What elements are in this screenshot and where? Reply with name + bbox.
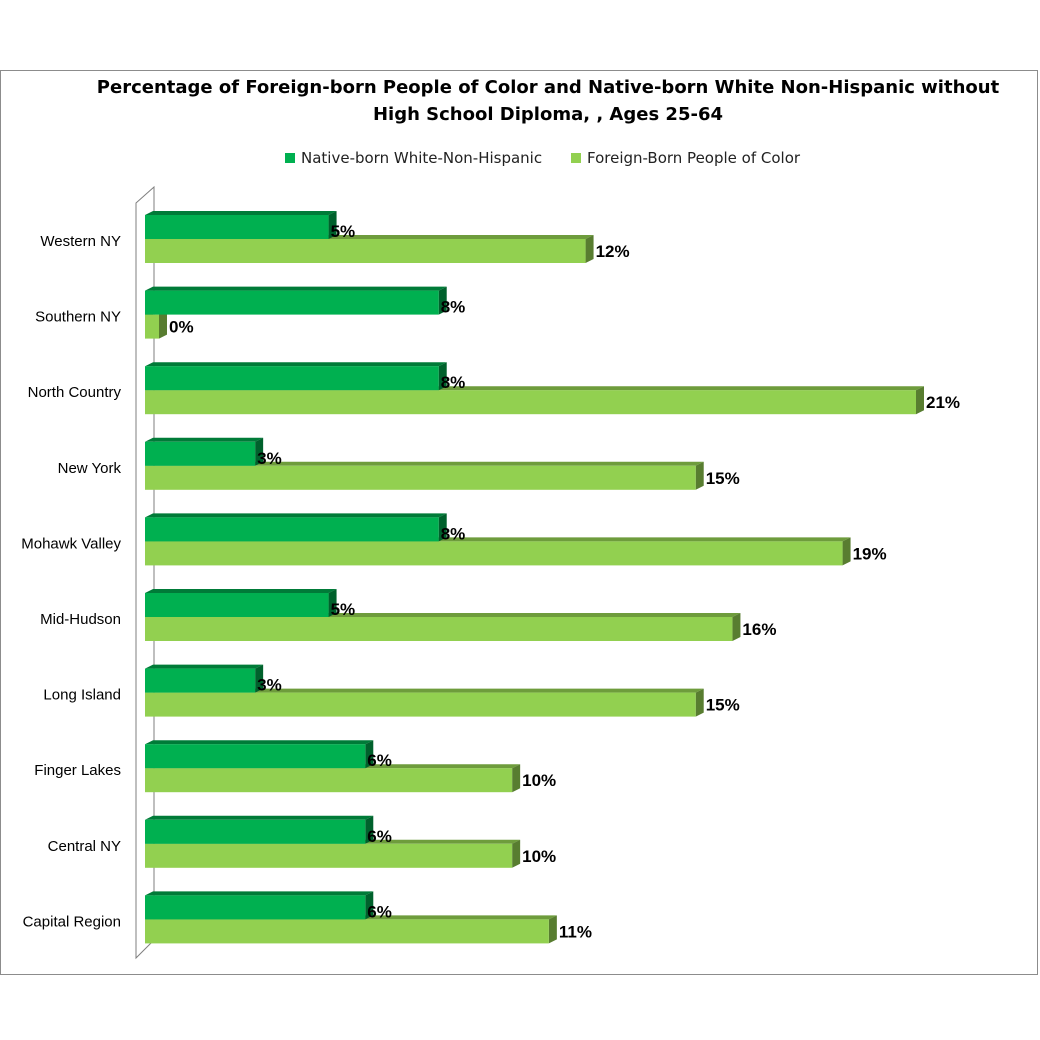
data-label-native-born: 3% [257, 676, 282, 695]
data-label-foreign-born: 10% [522, 847, 556, 866]
bar-native-born-side [255, 664, 264, 693]
bar-foreign-born [145, 768, 513, 793]
data-label-foreign-born: 19% [853, 544, 887, 563]
bar-foreign-born [145, 541, 843, 566]
data-label-native-born: 3% [257, 449, 282, 468]
legend-item-native-born: Native-born White-Non-Hispanic [285, 149, 542, 167]
chart-title-line-1: Percentage of Foreign-born People of Col… [96, 77, 1000, 98]
data-label-native-born: 8% [441, 373, 466, 392]
bar-native-born-side [438, 286, 447, 315]
legend-swatch-native-born [285, 153, 295, 163]
bar-native-born-top [145, 815, 374, 820]
bar-foreign-born [145, 843, 513, 868]
bar-native-born-top [145, 437, 264, 442]
bar-native-born-side [365, 891, 374, 920]
category-label: North Country [28, 384, 122, 401]
category-label: Mohawk Valley [21, 535, 121, 552]
legend-item-foreign-born: Foreign-Born People of Color [571, 149, 800, 167]
bar-native-born [145, 290, 439, 315]
data-label-native-born: 6% [367, 902, 392, 921]
bar-foreign-born [145, 692, 696, 717]
bar-native-born-top [145, 740, 374, 745]
bar-native-born-top [145, 589, 337, 593]
data-label-foreign-born: 11% [559, 922, 592, 941]
bar-foreign-born [145, 465, 696, 490]
bar-foreign-born-side [585, 235, 594, 263]
bar-native-born [145, 668, 256, 693]
bar-native-born-top [145, 211, 337, 215]
data-label-native-born: 8% [441, 298, 466, 317]
bar-foreign-born [145, 617, 733, 641]
bar-foreign-born-top [145, 461, 704, 466]
category-label: Finger Lakes [34, 762, 121, 779]
bar-foreign-born-zero [145, 314, 159, 339]
bar-native-born-top [145, 891, 374, 896]
bar-foreign-born-side [512, 764, 521, 793]
bar-foreign-born-side [695, 461, 704, 490]
bar-native-born-top [145, 664, 264, 669]
bar-foreign-born-side [842, 537, 851, 566]
legend-label-foreign-born: Foreign-Born People of Color [587, 149, 801, 167]
bar-native-born-top [145, 286, 447, 291]
legend-swatch-foreign-born [571, 153, 581, 163]
bar-native-born-side [365, 740, 374, 769]
bar-foreign-born [145, 390, 916, 415]
bar-native-born-side [365, 815, 374, 844]
bar-native-born [145, 517, 439, 542]
data-label-native-born: 8% [441, 524, 466, 543]
bar-native-born-top [145, 513, 447, 518]
category-label: Long Island [43, 687, 121, 704]
category-label: New York [58, 460, 122, 477]
category-label: Central NY [48, 838, 121, 855]
chart-title-line-2: High School Diploma, , Ages 25-64 [372, 104, 724, 125]
bar-foreign-born-side [695, 688, 704, 717]
legend: Native-born White-Non-Hispanic Foreign-B… [0, 149, 1040, 171]
data-label-foreign-born: 16% [742, 620, 776, 639]
bar-native-born-top [145, 362, 447, 367]
bar-native-born-side [438, 362, 447, 391]
bar-native-born-side [328, 589, 337, 617]
data-label-foreign-born: 21% [926, 393, 960, 412]
data-label-foreign-born: 12% [596, 242, 630, 261]
bar-native-born [145, 366, 439, 391]
category-label: Southern NY [35, 309, 121, 326]
bar-native-born-side [328, 211, 337, 239]
bar-native-born [145, 441, 256, 466]
data-label-foreign-born: 0% [169, 318, 194, 337]
bar-foreign-born [145, 239, 586, 263]
bar-native-born [145, 895, 366, 920]
bar-native-born [145, 593, 329, 617]
data-label-foreign-born: 15% [706, 469, 740, 488]
bar-foreign-born [145, 919, 549, 944]
bar-foreign-born-side [548, 915, 557, 944]
data-label-native-born: 5% [331, 600, 356, 619]
data-label-native-born: 6% [367, 827, 392, 846]
data-label-native-born: 6% [367, 751, 392, 770]
bar-native-born [145, 819, 366, 844]
bar-foreign-born-side [732, 613, 741, 641]
bar-foreign-born-side [512, 839, 521, 868]
bar-native-born-side [255, 437, 264, 466]
data-label-native-born: 5% [331, 222, 356, 241]
data-label-foreign-born: 10% [522, 771, 556, 790]
bar-foreign-born-top [145, 688, 704, 693]
bar-native-born [145, 215, 329, 239]
data-label-foreign-born: 15% [706, 696, 740, 715]
category-label: Mid-Hudson [40, 611, 121, 628]
category-label: Capital Region [23, 913, 121, 930]
chart-title: Percentage of Foreign-born People of Col… [0, 74, 1040, 128]
bar-foreign-born-zero-side [159, 310, 167, 339]
chart-frame [0, 70, 1038, 975]
bar-native-born-side [438, 513, 447, 542]
bar-native-born [145, 744, 366, 769]
legend-label-native-born: Native-born White-Non-Hispanic [301, 149, 543, 167]
bar-foreign-born-side [916, 386, 924, 415]
category-label: Western NY [40, 233, 121, 250]
